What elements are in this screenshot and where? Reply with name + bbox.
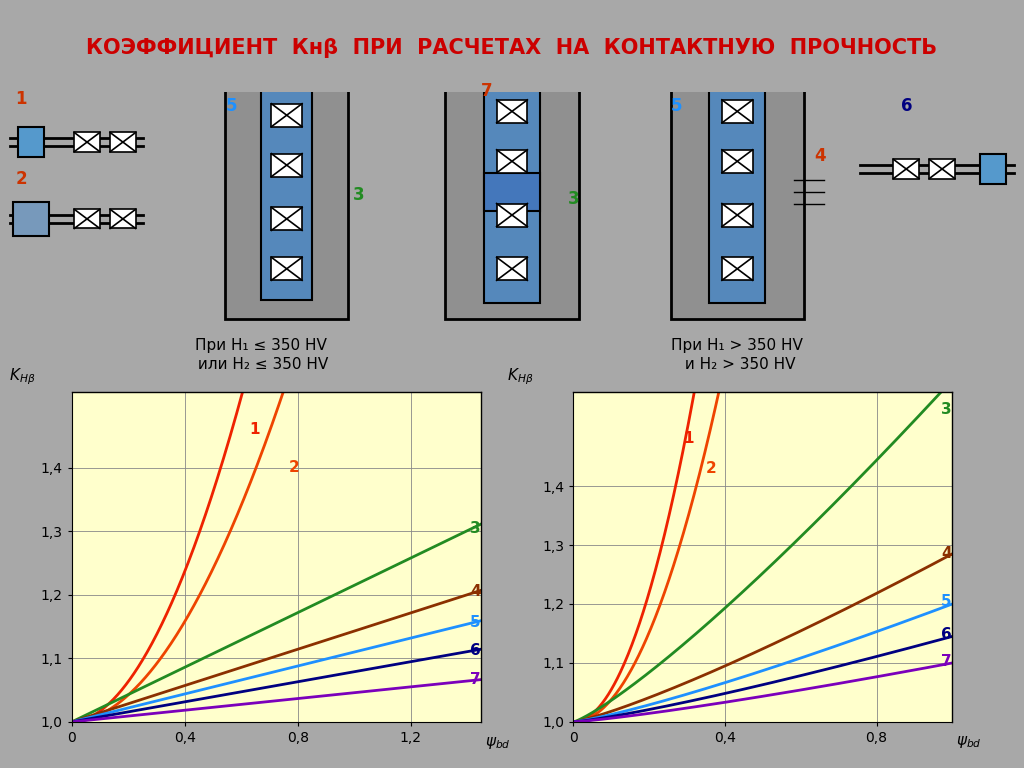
Text: 5: 5 [225,98,237,115]
Text: 7: 7 [470,672,480,687]
Text: $\psi_{bd}$: $\psi_{bd}$ [956,733,982,750]
Bar [722,257,753,280]
Text: 4: 4 [941,546,951,561]
Bar [74,132,100,152]
Text: 4: 4 [470,584,480,599]
Text: При H₁ > 350 HV
 и H₂ > 350 HV: При H₁ > 350 HV и H₂ > 350 HV [672,338,803,372]
Bar [722,150,753,173]
Text: 5: 5 [941,594,951,608]
Bar [271,154,302,177]
Text: 6: 6 [470,643,480,657]
Bar [671,65,804,319]
Text: 1: 1 [683,432,694,446]
Text: $K_{H\beta}$: $K_{H\beta}$ [507,366,534,387]
Text: КОЭФФИЦИЕНТ  Кнβ  ПРИ  РАСЧЕТАХ  НА  КОНТАКТНУЮ  ПРОЧНОСТЬ: КОЭФФИЦИЕНТ Кнβ ПРИ РАСЧЕТАХ НА КОНТАКТН… [86,38,938,58]
Text: 7: 7 [481,82,493,100]
Text: 2: 2 [15,170,27,188]
Bar [484,81,541,303]
Text: 3: 3 [470,521,480,536]
Bar [18,127,43,157]
Text: 1: 1 [250,422,260,437]
Text: 3: 3 [353,186,365,204]
Text: 5: 5 [671,98,682,115]
Text: При H₁ ≤ 350 HV
 или H₂ ≤ 350 HV: При H₁ ≤ 350 HV или H₂ ≤ 350 HV [194,338,329,372]
Bar [74,209,100,229]
Bar [445,65,579,319]
Text: $\psi_{bd}$: $\psi_{bd}$ [485,735,511,750]
Text: 4: 4 [814,147,825,165]
Text: 6: 6 [901,98,912,115]
Bar [484,173,541,211]
Bar [497,204,527,227]
Text: $K_{H\beta}$: $K_{H\beta}$ [9,366,36,387]
Bar [271,257,302,280]
Text: 2: 2 [707,461,717,476]
Text: 3: 3 [941,402,951,417]
Bar [981,154,1006,184]
Bar [497,257,527,280]
Bar [111,209,135,229]
Bar [709,81,766,303]
Bar [111,132,135,152]
Bar [271,104,302,127]
Text: 6: 6 [941,627,951,642]
Text: 7: 7 [941,654,951,669]
Text: 2: 2 [289,460,300,475]
Bar [497,100,527,123]
Bar [225,65,348,319]
Bar [271,207,302,230]
Bar [497,150,527,173]
Bar [722,100,753,123]
Bar [12,201,49,237]
Text: 3: 3 [568,190,580,207]
Bar [930,159,954,178]
Text: 5: 5 [470,614,480,630]
Text: 1: 1 [15,90,27,108]
Bar [261,84,312,300]
Bar [893,159,920,178]
Bar [722,204,753,227]
